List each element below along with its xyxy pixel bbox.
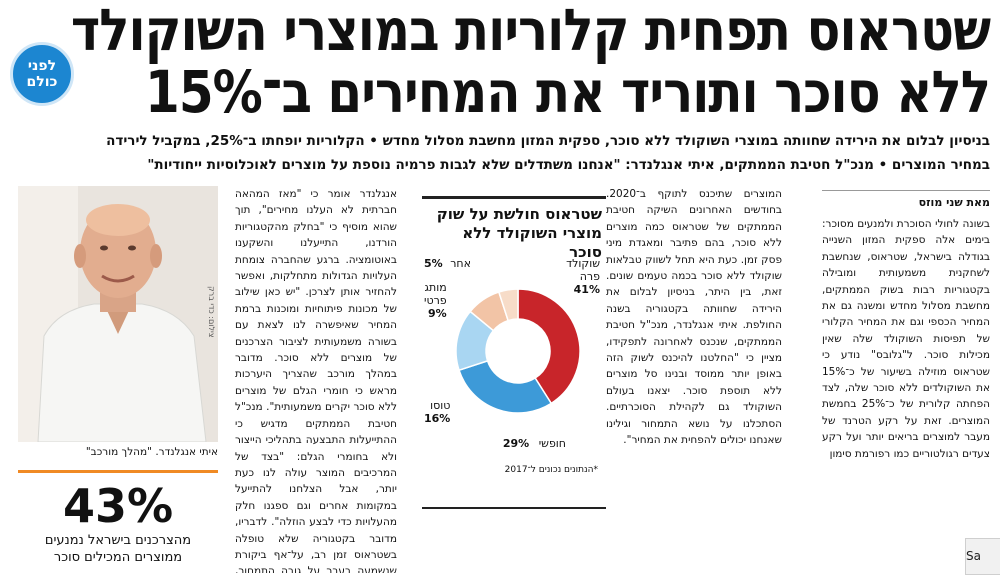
corner-tab-button[interactable]: Sa (965, 538, 1000, 575)
label-segment-4-value: 5% (424, 257, 443, 270)
stat-divider (18, 470, 218, 473)
label-segment-1-name: חופשי (538, 437, 566, 450)
stat-caption-line2: ממוצרים המכילים סוכר (53, 550, 183, 565)
label-segment-4: אחר 5% (424, 257, 471, 270)
label-segment-2: טוסו 16% (424, 399, 450, 425)
person-illustration (18, 186, 218, 442)
chart-title: שטראוס חולשת על שוק מוצרי השוקולד ללא סו… (436, 205, 602, 261)
label-segment-2-value: 16% (424, 412, 451, 425)
portrait-photo: צילום: כדי ברק (18, 186, 218, 442)
label-segment-0-name1: שוקולד (566, 257, 600, 270)
column-3-text: אנגלנדר אומר כי "מאז המהאה חברתית לא העל… (235, 188, 397, 573)
photo-caption: איתי אנגלנדר. "מהלך מורכב" (85, 446, 218, 458)
photo-credit: צילום: כדי ברק (207, 286, 216, 338)
stat-caption-line1: מהצרכנים בישראל נמנעים (44, 533, 192, 548)
label-segment-3-name1: מותג (424, 281, 447, 294)
market-share-infobox: שטראוס חולשת על שוק מוצרי השוקולד ללא סו… (422, 196, 606, 509)
label-segment-0: שוקולד פרה 41% (566, 257, 600, 296)
subhead-line1: בניסיון לבלום את הירידה שחוותה במוצרי הש… (106, 133, 990, 149)
label-segment-3-value: 9% (427, 307, 447, 320)
column-2-text: המוצרים שתיכנס לתוקף ב־2020. בחודשים האח… (606, 188, 782, 447)
label-segment-0-name2: פרה (579, 270, 600, 283)
badge-line1: לפני (27, 58, 57, 74)
article-column-1: בשונה לחולי הסוכרת ולמנעים מסוכר: בימים … (822, 216, 990, 478)
label-segment-3: מותג פרטי 9% (424, 281, 447, 320)
before-everyone-badge[interactable]: לפני כולם (10, 42, 74, 106)
label-segment-2-name: טוסו (430, 399, 451, 412)
label-segment-1: חופשי 29% (503, 437, 566, 450)
chart-note: *הנתונים נכונים ל־2017 (504, 465, 598, 475)
headline-line2: ללא סוכר ותוריד את המחירים ב־15% (145, 58, 991, 126)
donut-segment-0 (517, 288, 581, 405)
donut-segment-1 (458, 359, 553, 414)
stat-value: 43% (62, 479, 174, 533)
article-column-2: המוצרים שתיכנס לתוקף ב־2020. בחודשים האח… (606, 186, 782, 492)
donut-segment-4 (497, 288, 519, 322)
subhead-line2: במחיר המוצרים • מנכ"ל חטיבת הממתקים, אית… (147, 157, 990, 173)
article-column-3: אנגלנדר אומר כי "מאז המהאה חברתית לא העל… (235, 186, 397, 573)
stat-caption: מהצרכנים בישראל נמנעים ממוצרים המכילים ס… (18, 532, 218, 566)
byline-rule (822, 190, 990, 191)
label-segment-4-name: אחר (450, 257, 471, 270)
donut-chart (455, 288, 581, 414)
column-1-text: בשונה לחולי הסוכרת ולמנעים מסוכר: בימים … (822, 218, 990, 460)
label-segment-0-value: 41% (573, 283, 600, 296)
label-segment-1-value: 29% (502, 437, 530, 450)
badge-line2: כולם (26, 74, 58, 90)
label-segment-3-name2: פרטי (424, 294, 447, 307)
headline-line1: שטראוס תפחית קלוריות במוצרי השוקולד (70, 0, 991, 64)
byline: מאת שני מוזס (918, 196, 990, 209)
